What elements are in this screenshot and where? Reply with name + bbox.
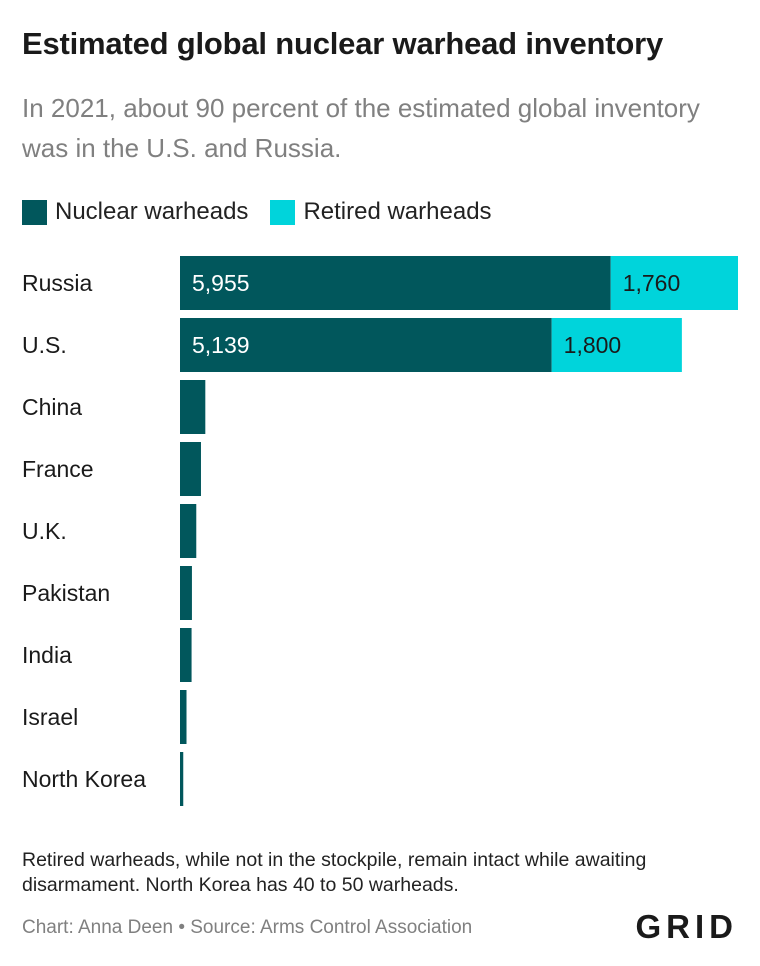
bar-russia-nuclear-warheads: [180, 256, 611, 310]
category-label-u-k: U.K.: [22, 518, 67, 544]
category-label-pakistan: Pakistan: [22, 580, 110, 606]
bar-u-k-nuclear-warheads: [180, 504, 197, 558]
data-label-u-s-nuclear-warheads: 5,139: [192, 332, 250, 358]
legend-item-nuclear: Nuclear warheads: [22, 198, 248, 226]
category-label-china: China: [22, 394, 82, 420]
data-label-russia-nuclear-warheads: 5,955: [192, 270, 250, 296]
bar-russia-retired-warheads: [610, 256, 738, 310]
bar-north-korea-nuclear-warheads: [180, 752, 184, 806]
bar-pakistan-nuclear-warheads: [180, 566, 192, 620]
legend-label-nuclear: Nuclear warheads: [55, 198, 249, 225]
grid-logo: GRID: [635, 908, 738, 945]
category-label-india: India: [22, 642, 72, 668]
legend-label-retired: Retired warheads: [303, 198, 492, 225]
legend-swatch-nuclear: [22, 199, 47, 225]
bar-india-nuclear-warheads: [180, 628, 192, 682]
bar-u-s-nuclear-warheads: [180, 318, 552, 372]
chart-title: Estimated global nuclear warhead invento…: [22, 26, 664, 61]
legend-swatch-retired: [270, 199, 296, 225]
bar-china-nuclear-warheads: [180, 380, 206, 434]
data-label-u-s-retired-warheads: 1,800: [564, 332, 622, 358]
category-label-north-korea: North Korea: [22, 766, 146, 792]
data-label-russia-retired-warheads: 1,760: [623, 270, 681, 296]
bar-israel-nuclear-warheads: [180, 690, 187, 744]
chart-subtitle: In 2021, about 90 percent of the estimat…: [22, 93, 700, 163]
bar-france-nuclear-warheads: [180, 442, 201, 496]
legend: Nuclear warheads Retired warheads: [22, 198, 514, 226]
category-label-france: France: [22, 456, 94, 482]
category-label-u-s: U.S.: [22, 332, 67, 358]
legend-item-retired: Retired warheads: [270, 198, 492, 226]
category-label-israel: Israel: [22, 704, 78, 730]
chart-source: Chart: Anna Deen • Source: Arms Control …: [22, 917, 473, 938]
bar-chart: Russia 5,955 1,760 U.S. 5,139 1,800 China Franc…: [22, 256, 738, 806]
bar-u-s-retired-warheads: [551, 318, 682, 372]
chart-note: Retired warheads, while not in the stock…: [22, 849, 647, 896]
category-label-russia: Russia: [22, 270, 93, 296]
